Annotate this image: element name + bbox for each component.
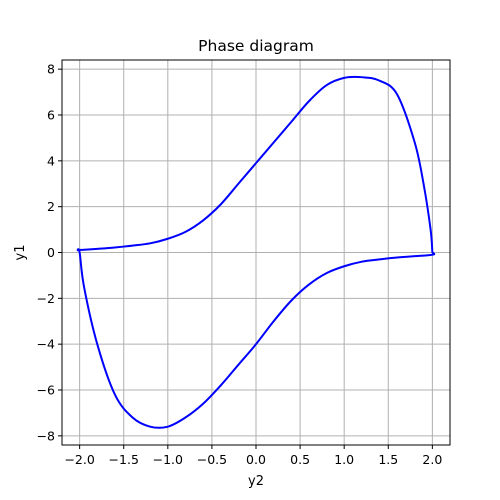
y-tick-label: −2 — [37, 291, 55, 306]
x-axis-ticks: −2.0 −1.5 −1.0 −0.5 0.0 0.5 1.0 1.5 2.0 — [64, 445, 442, 467]
x-axis-label: y2 — [248, 474, 264, 489]
y-tick-label: −8 — [37, 428, 55, 443]
x-tick-label: 1.5 — [378, 452, 398, 467]
x-tick-label: 0.0 — [246, 452, 266, 467]
y-tick-label: 6 — [47, 108, 55, 123]
y-axis-label: y1 — [13, 245, 28, 261]
grid-lines — [62, 60, 450, 445]
y-tick-label: 4 — [47, 153, 55, 168]
x-tick-label: −1.5 — [109, 452, 139, 467]
x-tick-label: 0.5 — [290, 452, 310, 467]
series-line — [76, 75, 436, 429]
y-tick-label: 2 — [47, 199, 55, 214]
y-tick-label: 0 — [47, 245, 55, 260]
y-axis-ticks: −8 −6 −4 −2 0 2 4 6 8 — [37, 62, 62, 443]
y-tick-label: −6 — [37, 383, 55, 398]
chart-title: Phase diagram — [198, 37, 314, 55]
y-tick-label: −4 — [37, 337, 55, 352]
x-tick-label: 1.0 — [334, 452, 354, 467]
x-tick-label: 2.0 — [422, 452, 442, 467]
x-tick-label: −2.0 — [64, 452, 94, 467]
x-tick-label: −1.0 — [153, 452, 183, 467]
x-tick-label: −0.5 — [197, 452, 227, 467]
y-tick-label: 8 — [47, 62, 55, 77]
